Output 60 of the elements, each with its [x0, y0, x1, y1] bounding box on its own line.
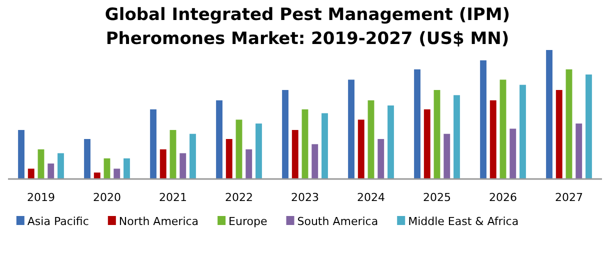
x-tick-label: 2026 [489, 190, 517, 204]
bar [368, 100, 374, 179]
bar [216, 100, 222, 179]
bar [500, 80, 506, 179]
bar [170, 130, 176, 179]
bar [282, 90, 288, 179]
bar [160, 149, 166, 179]
bar [576, 124, 582, 179]
x-tick-label: 2022 [225, 190, 253, 204]
x-tick-label: 2019 [27, 190, 55, 204]
bar [292, 130, 298, 179]
bar [480, 60, 486, 179]
bar [510, 128, 516, 179]
bar [84, 139, 90, 179]
bar [28, 168, 34, 179]
x-tick-label: 2021 [159, 190, 187, 204]
legend-label: Asia Pacific [27, 215, 89, 228]
bar [94, 172, 100, 179]
bar [124, 158, 130, 179]
bar [226, 139, 232, 179]
bar [520, 84, 526, 179]
bar [150, 109, 156, 179]
bar [586, 74, 592, 179]
bar [490, 100, 496, 179]
x-tick-label: 2020 [93, 190, 121, 204]
legend-label: South America [297, 215, 378, 228]
bar [38, 149, 44, 179]
bar [388, 105, 394, 179]
bar [180, 153, 186, 179]
chart-title: Global Integrated Pest Management (IPM) Pheromones Market: 2019-2027 (US$ MN) [104, 5, 510, 49]
legend-label: Middle East & Africa [408, 215, 519, 228]
bar [378, 139, 384, 179]
bar [566, 69, 572, 179]
bar [256, 124, 262, 179]
bar [556, 90, 562, 179]
bar [546, 50, 552, 179]
bar [322, 113, 328, 179]
bar [434, 90, 440, 179]
bar [236, 120, 242, 179]
bar [114, 168, 120, 179]
bar [48, 164, 54, 179]
bar [312, 144, 318, 179]
bar [358, 120, 364, 179]
bar [424, 109, 430, 179]
bar [18, 130, 24, 179]
legend-label: Europe [228, 215, 268, 228]
bar [414, 69, 420, 179]
bar [444, 134, 450, 179]
bar [302, 109, 308, 179]
bar [246, 149, 252, 179]
bar [190, 134, 196, 179]
bar [348, 80, 354, 179]
x-tick-label: 2025 [423, 190, 451, 204]
legend-label: North America [118, 215, 199, 228]
x-tick-label: 2024 [357, 190, 385, 204]
x-tick-label: 2023 [291, 190, 319, 204]
bar [454, 95, 460, 179]
x-tick-label: 2027 [555, 190, 583, 204]
bar [104, 158, 110, 179]
bar [58, 153, 64, 179]
